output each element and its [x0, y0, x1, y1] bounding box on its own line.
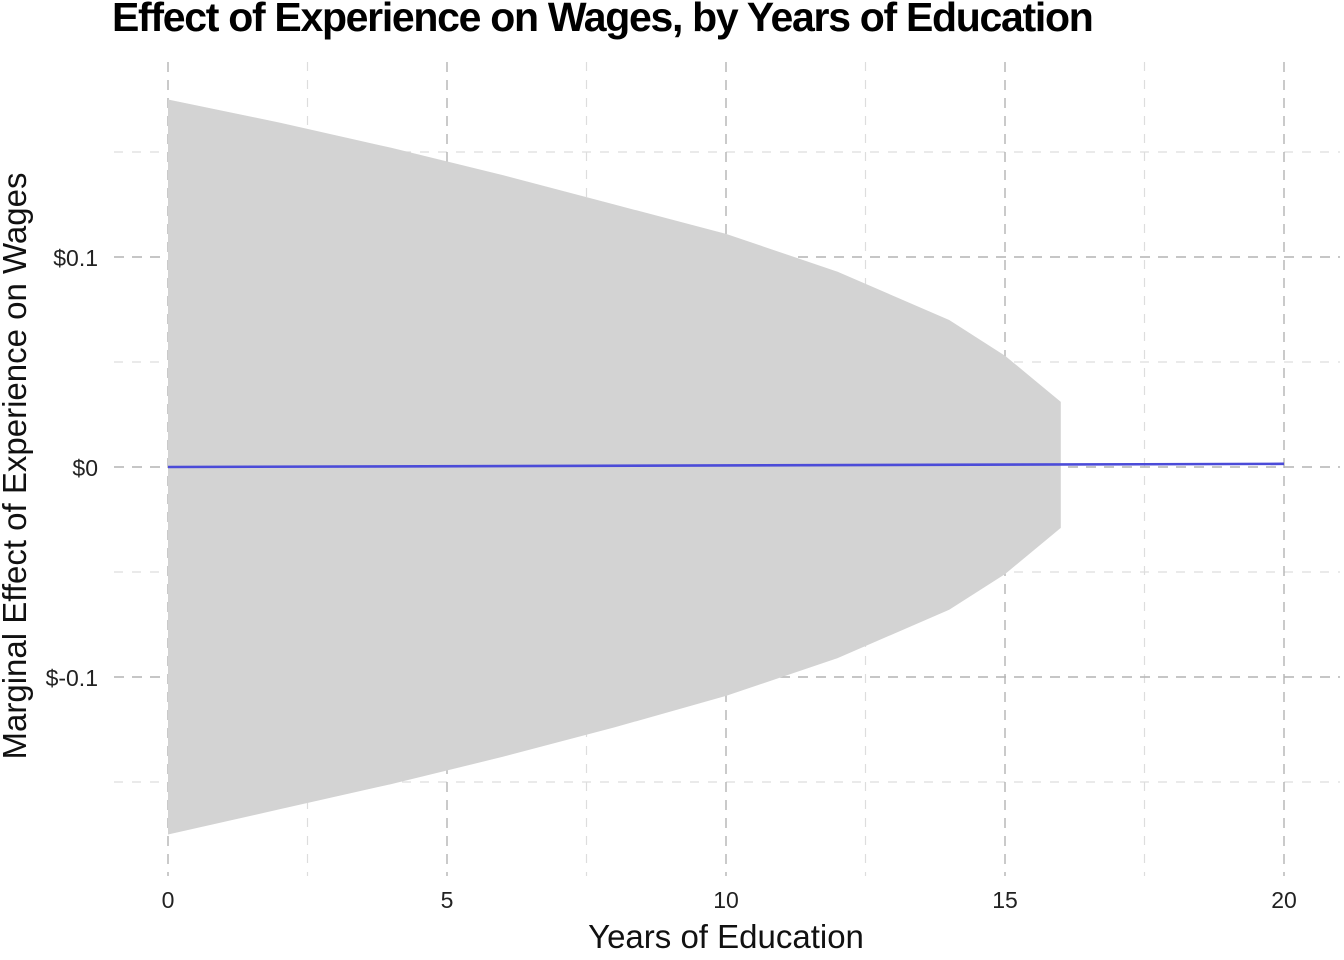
marginal-effect-line: [167, 462, 1285, 469]
y-axis-title: Marginal Effect of Experience on Wages: [0, 173, 33, 760]
x-tick-label: 10: [713, 887, 739, 913]
series-layer: [167, 462, 1285, 469]
y-tick-label: $-0.1: [46, 665, 98, 691]
x-tick-labels: 0 5 10 15 20: [162, 887, 1297, 913]
y-tick-label: $0.1: [53, 245, 98, 271]
x-tick-label: 20: [1271, 887, 1297, 913]
chart-title: Effect of Experience on Wages, by Years …: [112, 0, 1094, 40]
x-tick-label: 5: [441, 887, 454, 913]
y-tick-labels: $-0.1 $0 $0.1: [46, 245, 98, 691]
y-tick-label: $0: [72, 455, 98, 481]
x-axis-title: Years of Education: [588, 918, 864, 955]
x-tick-label: 0: [162, 887, 175, 913]
x-tick-label: 15: [992, 887, 1018, 913]
